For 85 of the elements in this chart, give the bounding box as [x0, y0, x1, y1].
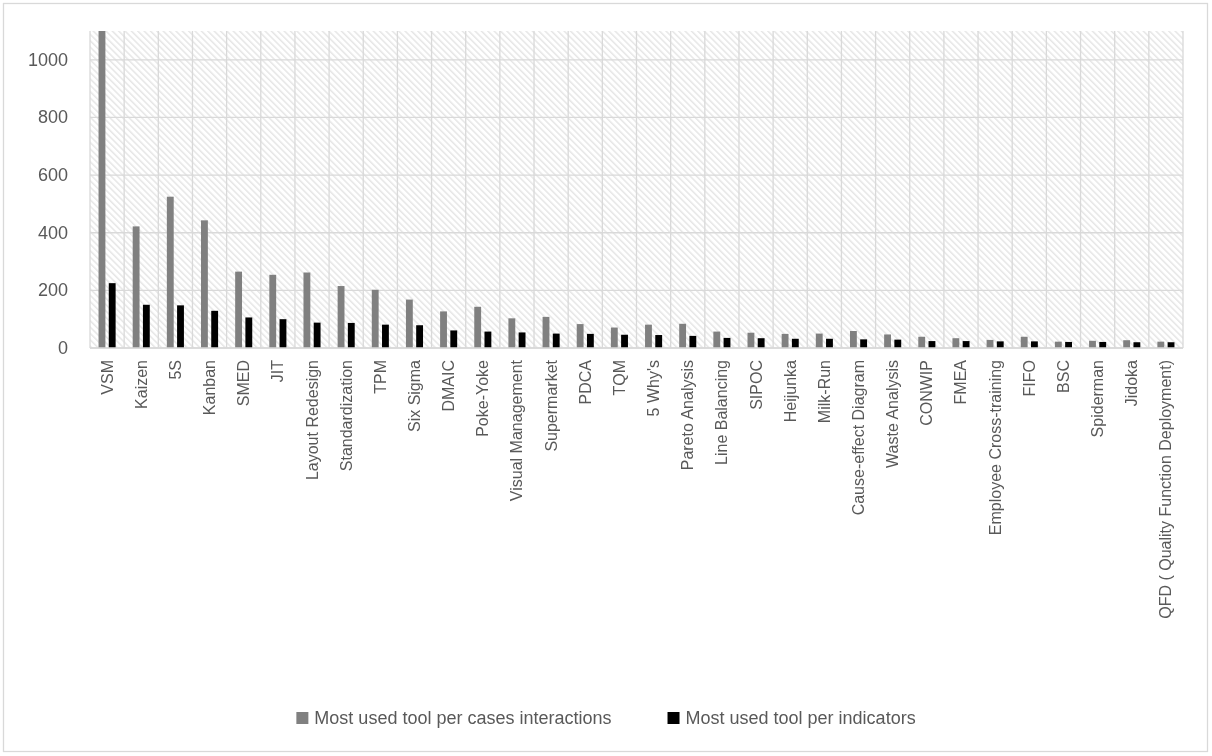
x-tick-label: Pareto Analysis [679, 360, 697, 471]
x-tick-label: Poke-Yoke [474, 359, 492, 437]
x-tick-label: DMAIC [440, 360, 458, 412]
x-tick-label: VSM [98, 360, 116, 395]
x-tick-label: 5S [166, 360, 184, 380]
y-tick-label: 0 [57, 338, 68, 358]
bar [450, 330, 458, 348]
bar [440, 311, 447, 348]
bar [576, 324, 584, 348]
bar [405, 299, 413, 348]
x-tick-label: FIFO [1020, 360, 1038, 397]
x-tick-label: SIPOC [747, 360, 765, 410]
bar [610, 327, 618, 348]
bar [781, 333, 789, 348]
bar [815, 333, 823, 348]
bar [166, 196, 174, 348]
bar [303, 272, 311, 348]
x-tick-label: SMED [235, 360, 253, 407]
x-tick-label: JIT [269, 359, 287, 383]
bar [713, 331, 721, 348]
bar [211, 310, 219, 348]
bar [508, 318, 516, 348]
x-tick-label: Jidoka [1123, 359, 1141, 407]
x-tick-label: Spiderman [1089, 360, 1107, 438]
bar [347, 322, 355, 348]
bar [313, 322, 321, 348]
bar [860, 339, 868, 348]
bar [132, 226, 140, 348]
bar [952, 338, 960, 348]
x-tick-label: Cause-effect Diagram [850, 360, 868, 516]
bar [1133, 342, 1141, 348]
x-tick-label: QFD ( Quality Function Deployment) [1157, 360, 1175, 619]
bar [645, 324, 652, 348]
bar [382, 324, 389, 348]
y-tick-label: 800 [37, 107, 68, 128]
x-tick-label: Line Balancing [713, 360, 731, 465]
x-tick-label: TPM [371, 360, 389, 394]
bar [371, 289, 379, 348]
x-tick-label: 5 Why's [645, 360, 663, 417]
x-tick-label: Employee Cross-training [986, 360, 1004, 536]
bar [655, 335, 663, 348]
y-tick-label: 200 [37, 280, 68, 301]
bar [1123, 340, 1131, 348]
x-tick-label: Standardization [337, 360, 355, 472]
x-tick-label: Milk-Run [815, 360, 833, 424]
bar [484, 331, 492, 348]
bar [918, 336, 926, 348]
x-tick-label: Kanban [201, 360, 219, 416]
bar [996, 341, 1004, 348]
bar [757, 338, 765, 348]
bar [269, 274, 277, 348]
bar [884, 334, 891, 348]
bar [142, 304, 150, 348]
bar [586, 333, 594, 348]
legend-label: Most used tool per indicators [685, 708, 916, 728]
x-tick-label: Heijunka [781, 359, 799, 423]
y-tick-label: 400 [37, 222, 68, 243]
x-tick-label: PDCA [576, 359, 594, 405]
bar [1030, 341, 1038, 348]
bar [679, 323, 687, 348]
bar [235, 271, 243, 348]
x-tick-label: Layout Redesign [303, 360, 321, 481]
x-tick-label: Supermarket [542, 359, 560, 452]
x-tick-label: Kaizen [132, 360, 150, 409]
x-tick-label: Six Sigma [405, 359, 423, 433]
x-tick-label: Waste Analysis [884, 360, 902, 468]
x-tick-label: FMEA [952, 359, 970, 405]
bar [177, 305, 184, 348]
x-tick-label: BSC [1054, 360, 1072, 393]
bar [108, 283, 116, 348]
bar [849, 331, 857, 348]
bar [245, 317, 253, 348]
bar [1020, 336, 1028, 348]
x-tick-label: CONWIP [918, 360, 936, 426]
bar [474, 306, 482, 348]
legend-label: Most used tool per cases interactions [314, 708, 612, 728]
x-tick-label: Visual Management [508, 359, 526, 502]
bar [552, 333, 560, 348]
bar [621, 334, 628, 348]
bar [201, 220, 208, 348]
x-tick-label: TQM [610, 360, 628, 396]
y-tick-label: 1000 [27, 49, 68, 70]
y-tick-label: 600 [37, 165, 68, 186]
bar [689, 335, 697, 348]
bar [416, 325, 424, 348]
